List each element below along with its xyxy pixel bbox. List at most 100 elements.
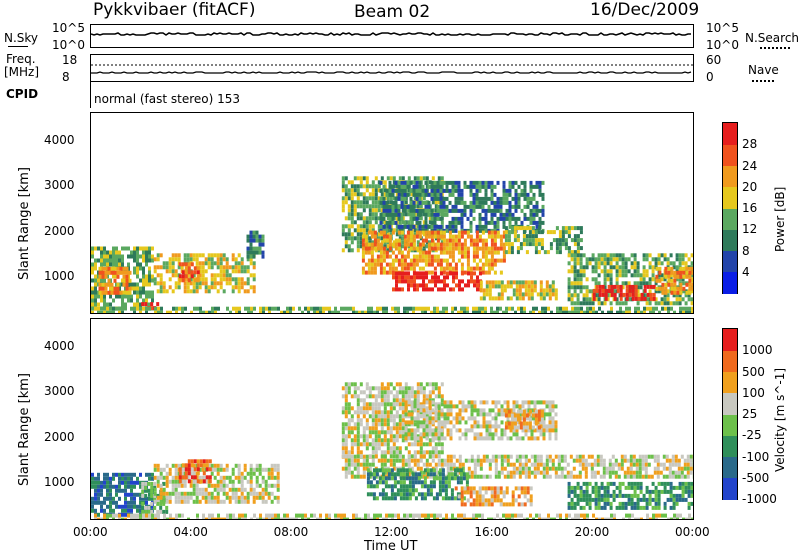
velocity-region-4 [341,454,693,479]
velocity-ylabel: Slant Range [km] [17,373,32,486]
power-region-4 [178,262,200,283]
beam-title: Beam 02 [354,2,431,22]
velocity-colorbar-tick-1: 500 [742,364,765,379]
freq-right-tick-top: 60 [706,53,722,67]
power-colorbar-tick-5: 8 [742,243,750,258]
power-colorbar-swatch-3 [723,208,737,230]
power-ytick-3: 4000 [44,133,75,148]
x-tick-0: 00:00 [73,525,108,539]
noise-right-legend-line [760,47,790,49]
power-colorbar-swatch-7 [723,123,737,145]
velocity-colorbar-swatch-2 [723,435,737,457]
power-colorbar-tick-4: 12 [742,222,758,237]
velocity-region-7 [366,468,469,501]
power-ylabel: Slant Range [km] [17,167,32,280]
power-region-5 [246,230,265,259]
noise-left-legend-line [8,46,28,47]
velocity-colorbar-tick-4: -25 [742,428,762,443]
velocity-ytick-2: 3000 [44,384,75,399]
cpid-divider [90,82,91,108]
power-colorbar-tick-3: 16 [742,201,758,215]
power-region-8 [379,180,545,233]
freq-left-label-1: Freq. [6,52,36,66]
velocity-heatmap [91,382,693,519]
power-colorbar-swatch-5 [723,165,737,188]
noise-left-label: N.Sky [4,31,39,45]
power-colorbar-tick-1: 24 [742,158,758,173]
freq-panel [90,54,694,82]
power-region-9 [361,230,506,275]
velocity-region-3 [178,459,212,484]
velocity-region-11 [94,513,693,519]
power-colorbar-tick-0: 28 [742,137,758,152]
power-region-6 [91,306,693,313]
velocity-colorbar-swatch-7 [723,329,737,351]
freq-right-legend-line [752,80,774,82]
power-ytick-1: 2000 [44,223,75,238]
power-region-1 [98,266,132,295]
velocity-colorbar-tick-6: -500 [742,470,770,485]
noise-series [91,32,691,36]
power-colorbar-tick-6: 4 [742,264,750,279]
mode-text: normal (fast stereo) 153 [94,92,241,106]
noise-right-tick-bottom: 10^0 [706,38,739,52]
velocity-colorbar [722,328,738,500]
power-colorbar [722,122,738,294]
velocity-colorbar-swatch-5 [723,371,737,394]
x-tick-4: 16:00 [474,525,509,539]
freq-right-label: Nave [748,63,779,77]
velocity-colorbar-tick-5: -100 [742,449,770,464]
cpid-label: CPID [6,87,39,101]
velocity-colorbar-tick-3: 25 [742,407,758,421]
x-axis-label: Time UT [364,539,418,554]
power-heatmap [91,176,693,313]
velocity-colorbar-tick-7: -1000 [742,492,777,506]
power-colorbar-label: Power [dB] [773,186,787,252]
velocity-region-10 [567,481,693,510]
power-region-12 [504,226,583,255]
freq-series [91,64,693,74]
power-panel [90,112,694,314]
velocity-colorbar-swatch-0 [723,477,737,500]
velocity-colorbar-swatch-4 [723,392,737,415]
noise-panel [90,24,694,48]
x-tick-1: 04:00 [173,525,208,539]
velocity-colorbar-swatch-6 [723,350,737,372]
date-title: 16/Dec/2009 [590,0,700,20]
noise-right-tick-top: 10^5 [706,21,739,35]
power-colorbar-swatch-1 [723,250,737,273]
freq-left-tick-top: 18 [62,53,78,67]
x-tick-5: 20:00 [574,525,610,539]
power-colorbar-swatch-6 [723,144,737,166]
station-title: Pykkvibaer (fitACF) [93,0,256,20]
power-region-3 [153,253,256,294]
power-ytick-2: 3000 [44,178,75,193]
velocity-colorbar-label: Velocity [m s^-1] [773,367,787,472]
power-region-15 [655,266,693,295]
velocity-ytick-3: 4000 [44,339,75,354]
power-colorbar-swatch-0 [723,271,737,294]
power-region-10 [392,271,482,292]
power-colorbar-tick-2: 20 [742,179,758,194]
velocity-region-6 [404,400,558,441]
power-colorbar-swatch-2 [723,229,737,251]
freq-right-tick-bottom: 0 [706,70,714,84]
freq-left-label-2: [MHz] [4,65,40,79]
noise-right-label: N.Search [745,31,800,45]
velocity-colorbar-tick-2: 100 [742,385,765,400]
velocity-colorbar-swatch-3 [723,414,737,436]
velocity-colorbar-tick-0: 1000 [742,343,773,358]
velocity-region-0 [91,472,154,517]
power-ytick-0: 1000 [44,268,75,283]
freq-left-tick-bottom: 8 [62,70,70,84]
power-region-11 [479,280,558,301]
x-tick-3: 12:00 [374,525,409,539]
noise-left-tick-bottom: 10^0 [52,38,85,52]
velocity-ytick-0: 1000 [44,474,75,489]
x-tick-6: 00:00 [675,525,710,539]
velocity-region-9 [504,409,544,430]
power-region-14 [592,284,656,301]
velocity-ytick-1: 2000 [44,429,75,444]
velocity-region-8 [454,486,533,507]
velocity-region-2 [153,463,280,504]
